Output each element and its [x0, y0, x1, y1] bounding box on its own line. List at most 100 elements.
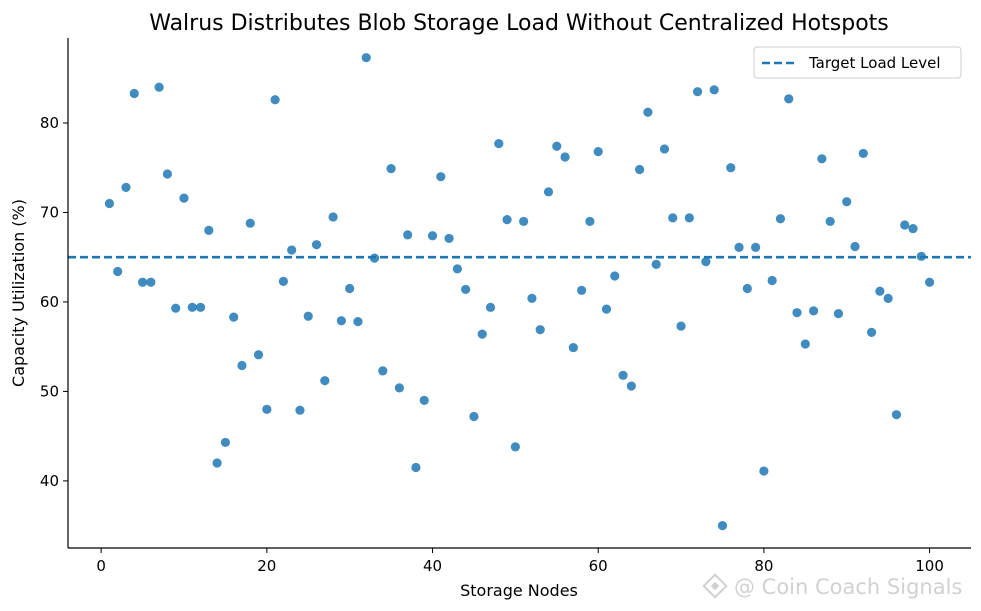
data-point [452, 264, 462, 274]
watermark: @ Coin Coach Signals [702, 573, 962, 599]
data-point [659, 144, 670, 154]
data-point [278, 276, 288, 286]
data-point [717, 521, 728, 531]
data-point [610, 271, 620, 281]
data-point [494, 138, 504, 149]
data-point [510, 442, 520, 452]
data-point [137, 277, 148, 287]
y-axis-label: Capacity Utilization (%) [9, 199, 28, 387]
data-point [436, 172, 446, 182]
data-point [800, 339, 810, 349]
data-point [883, 293, 893, 303]
data-point [113, 266, 123, 277]
data-point [104, 198, 115, 209]
data-point [427, 231, 438, 241]
data-point [535, 325, 545, 335]
data-point [146, 277, 156, 287]
data-point [262, 404, 272, 414]
x-tick-label: 100 [915, 557, 944, 575]
data-point [651, 259, 661, 269]
data-point [552, 141, 562, 151]
data-point [626, 381, 636, 391]
data-point [734, 242, 744, 252]
x-tick-label: 40 [423, 557, 442, 575]
data-point [858, 148, 868, 159]
data-point [701, 257, 711, 267]
data-point [369, 253, 380, 263]
data-point [850, 241, 860, 252]
data-point [924, 277, 935, 287]
data-point [129, 88, 139, 99]
data-point [568, 342, 578, 353]
x-tick-label: 80 [754, 557, 773, 575]
data-point [527, 293, 537, 303]
data-point [328, 212, 338, 222]
x-ticks: 0 20 40 60 80 100 [96, 548, 944, 575]
data-point [519, 216, 529, 227]
data-point [767, 275, 777, 286]
data-point [891, 410, 902, 420]
data-point [585, 216, 595, 227]
data-point [229, 312, 239, 322]
data-point [866, 327, 877, 337]
data-point [751, 242, 761, 252]
data-point [817, 154, 827, 164]
data-point [618, 370, 628, 380]
data-point [485, 302, 496, 312]
legend-box [753, 46, 962, 79]
data-point [643, 107, 653, 117]
data-point [187, 302, 197, 312]
data-point [461, 284, 471, 295]
y-tick-label: 80 [40, 114, 59, 132]
x-tick-label: 0 [96, 557, 106, 575]
data-point [842, 197, 852, 207]
data-point [900, 220, 910, 230]
data-point [179, 193, 189, 203]
data-point [320, 376, 330, 386]
data-point [394, 383, 404, 393]
data-point [386, 164, 396, 174]
data-point [287, 245, 297, 255]
data-point [635, 164, 645, 175]
y-tick-label: 60 [40, 293, 59, 311]
y-tick-label: 70 [40, 203, 59, 221]
data-point [709, 85, 719, 95]
data-point [775, 214, 786, 224]
binance-diamond-icon [702, 573, 728, 599]
data-point [809, 306, 819, 316]
data-point [469, 411, 479, 422]
data-point [825, 216, 835, 227]
data-point [295, 405, 305, 415]
x-axis-label: Storage Nodes [460, 581, 578, 600]
x-tick-label: 60 [589, 557, 608, 575]
data-point [121, 182, 131, 193]
x-tick-label: 20 [257, 557, 276, 575]
data-point [784, 94, 794, 104]
data-point [560, 152, 570, 162]
data-point [378, 366, 388, 376]
data-point [444, 233, 454, 244]
data-point [601, 304, 612, 314]
data-point [345, 283, 355, 294]
data-point [693, 87, 703, 97]
y-ticks: 40 50 60 70 80 [40, 114, 68, 490]
data-point [195, 302, 206, 312]
data-point [792, 308, 802, 318]
data-point [668, 213, 678, 223]
watermark-text: @ Coin Coach Signals [734, 575, 962, 599]
data-point [204, 225, 214, 235]
data-point [361, 53, 371, 63]
data-point [237, 360, 247, 371]
data-point [543, 187, 554, 197]
data-point [212, 458, 222, 468]
data-point [908, 223, 918, 234]
data-point [220, 437, 230, 448]
data-point [311, 240, 322, 250]
data-point [502, 215, 512, 225]
data-point [916, 251, 926, 261]
legend-label: Target Load Level [808, 54, 941, 72]
data-point [684, 213, 694, 223]
data-point [593, 147, 603, 157]
data-point [403, 230, 413, 240]
